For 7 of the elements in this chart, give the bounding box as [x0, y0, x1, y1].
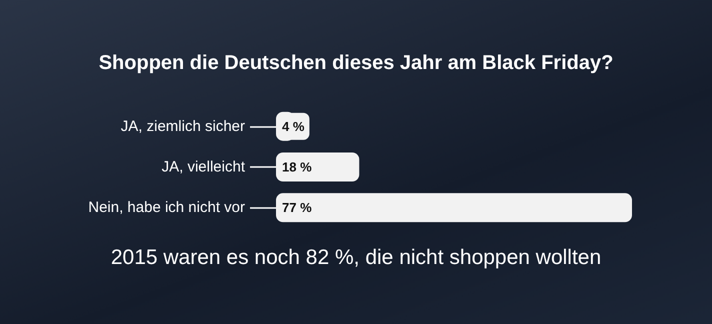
- y-tick-label: Nein, habe ich nicht vor: [88, 199, 245, 216]
- data-label: 18 %: [282, 160, 312, 174]
- y-tick-label: JA, vielleicht: [162, 158, 246, 176]
- data-label: 77 %: [282, 200, 312, 216]
- y-tick-label: JA, ziemlich sicher: [120, 118, 245, 135]
- text: 2015 waren es noch 82 %, die nicht shoppen wollten: [110, 246, 602, 269]
- chart-title: Shoppen die Deutschen dieses Jahr am Black Friday?: [98, 52, 614, 74]
